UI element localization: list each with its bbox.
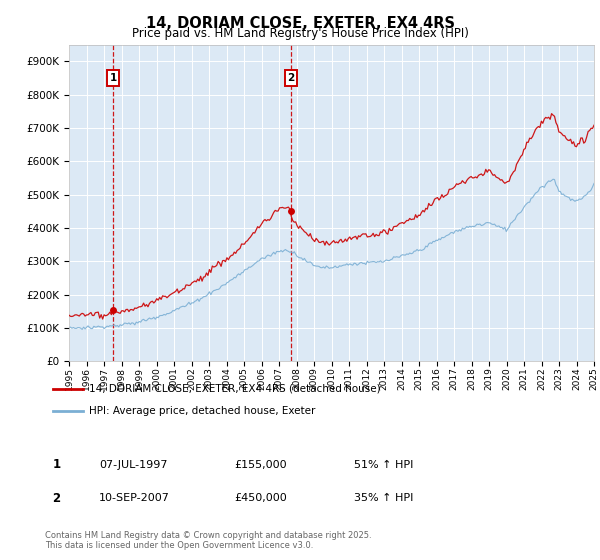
Text: £450,000: £450,000 — [234, 493, 287, 503]
Text: HPI: Average price, detached house, Exeter: HPI: Average price, detached house, Exet… — [89, 406, 315, 416]
Text: 07-JUL-1997: 07-JUL-1997 — [99, 460, 167, 470]
Text: 1: 1 — [52, 458, 61, 472]
Text: 14, DORIAM CLOSE, EXETER, EX4 4RS: 14, DORIAM CLOSE, EXETER, EX4 4RS — [146, 16, 455, 31]
Text: 10-SEP-2007: 10-SEP-2007 — [99, 493, 170, 503]
Text: £155,000: £155,000 — [234, 460, 287, 470]
Text: 1: 1 — [109, 73, 117, 83]
Text: 35% ↑ HPI: 35% ↑ HPI — [354, 493, 413, 503]
Text: 2: 2 — [287, 73, 295, 83]
Text: 2: 2 — [52, 492, 61, 505]
Text: 14, DORIAM CLOSE, EXETER, EX4 4RS (detached house): 14, DORIAM CLOSE, EXETER, EX4 4RS (detac… — [89, 384, 380, 394]
Text: Contains HM Land Registry data © Crown copyright and database right 2025.
This d: Contains HM Land Registry data © Crown c… — [45, 531, 371, 550]
Text: 51% ↑ HPI: 51% ↑ HPI — [354, 460, 413, 470]
Text: Price paid vs. HM Land Registry's House Price Index (HPI): Price paid vs. HM Land Registry's House … — [131, 27, 469, 40]
